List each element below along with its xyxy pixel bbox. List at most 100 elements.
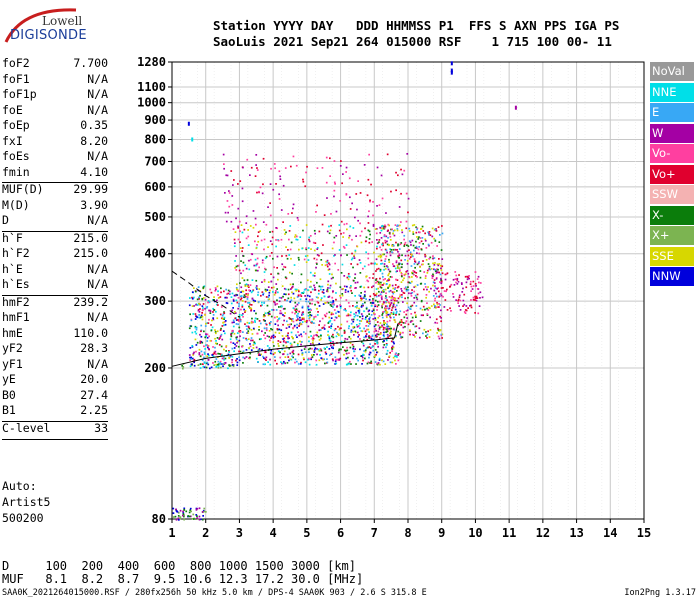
echo-point: [441, 337, 443, 339]
echo-point: [200, 341, 203, 343]
echo-point: [388, 285, 391, 288]
echo-point: [214, 346, 216, 349]
echo-point: [437, 287, 439, 289]
echo-point: [304, 346, 307, 348]
echo-point: [241, 300, 244, 302]
echo-point: [240, 260, 242, 262]
echo-point: [350, 329, 353, 332]
echo-point: [270, 335, 273, 338]
echo-point: [413, 258, 416, 260]
echo-point: [272, 276, 275, 279]
echo-point: [359, 286, 362, 288]
echo-point: [344, 337, 347, 340]
echo-point: [358, 259, 361, 261]
echo-point: [343, 285, 346, 288]
echo-point: [390, 330, 392, 333]
echo-point: [291, 286, 293, 289]
echo-point: [407, 306, 410, 309]
echo-point: [233, 347, 236, 349]
echo-point: [375, 232, 378, 235]
echo-point: [249, 352, 252, 355]
echo-point: [450, 68, 453, 73]
echo-point: [378, 290, 380, 293]
echo-point: [292, 327, 294, 329]
echo-point: [280, 329, 283, 332]
echo-point: [437, 226, 440, 228]
echo-point: [335, 210, 338, 213]
echo-point: [269, 183, 272, 185]
echo-point: [401, 254, 403, 257]
echo-point: [436, 322, 439, 324]
echo-point: [277, 345, 280, 347]
echo-point: [276, 303, 279, 305]
echo-point: [287, 297, 290, 300]
echo-point: [262, 355, 264, 358]
echo-point: [393, 319, 396, 321]
echo-point: [391, 228, 393, 231]
echo-point: [389, 316, 392, 319]
echo-point: [362, 354, 364, 356]
echo-point: [427, 286, 429, 288]
echo-point: [429, 329, 432, 331]
echo-point: [238, 302, 240, 305]
echo-point: [389, 303, 392, 306]
echo-point: [313, 354, 315, 356]
echo-point: [468, 275, 470, 277]
echo-point: [292, 207, 294, 210]
echo-point: [275, 183, 277, 185]
echo-point: [375, 330, 377, 332]
echo-point: [361, 303, 364, 305]
echo-point: [301, 318, 304, 320]
echo-point: [434, 321, 437, 324]
echo-point: [318, 342, 321, 345]
echo-point: [218, 344, 221, 346]
logo-lowell-text: Lowell: [42, 14, 83, 28]
echo-point: [377, 345, 379, 348]
echo-point: [273, 163, 276, 165]
echo-point: [371, 335, 374, 337]
echo-point: [245, 267, 248, 270]
param-label: hmF2: [2, 294, 30, 309]
echo-point: [272, 341, 274, 344]
echo-point: [252, 210, 255, 212]
param-label: foE: [2, 102, 23, 117]
echo-point: [370, 305, 373, 307]
echo-point: [396, 267, 399, 269]
echo-point: [249, 343, 251, 345]
echo-point: [242, 331, 244, 333]
echo-point: [372, 293, 375, 295]
echo-point: [216, 337, 219, 339]
echo-point: [390, 190, 392, 193]
echo-point: [440, 267, 442, 270]
echo-point: [292, 203, 295, 206]
echo-point: [424, 283, 426, 285]
echo-point: [254, 175, 257, 177]
echo-point: [393, 299, 396, 302]
echo-point: [379, 277, 381, 280]
echo-point: [375, 353, 377, 356]
echo-point: [282, 338, 284, 340]
echo-point: [412, 233, 415, 235]
echo-point: [426, 333, 429, 336]
echo-point: [316, 348, 318, 350]
echo-point: [395, 189, 397, 192]
echo-point: [353, 313, 355, 315]
echo-point: [384, 309, 387, 312]
echo-point: [348, 177, 351, 180]
echo-point: [383, 268, 385, 271]
echo-point: [219, 363, 222, 366]
echo-point: [409, 282, 412, 284]
echo-point: [379, 268, 382, 271]
echo-point: [283, 229, 286, 231]
echo-point: [364, 357, 366, 360]
echo-point: [303, 317, 305, 320]
echo-point: [310, 280, 312, 283]
echo-point: [374, 324, 377, 326]
echo-point: [307, 314, 310, 317]
echo-point: [292, 318, 294, 320]
echo-point: [281, 362, 283, 365]
echo-point: [387, 223, 390, 226]
echo-point: [442, 295, 444, 298]
echo-point: [273, 300, 275, 303]
echo-point: [287, 213, 290, 215]
